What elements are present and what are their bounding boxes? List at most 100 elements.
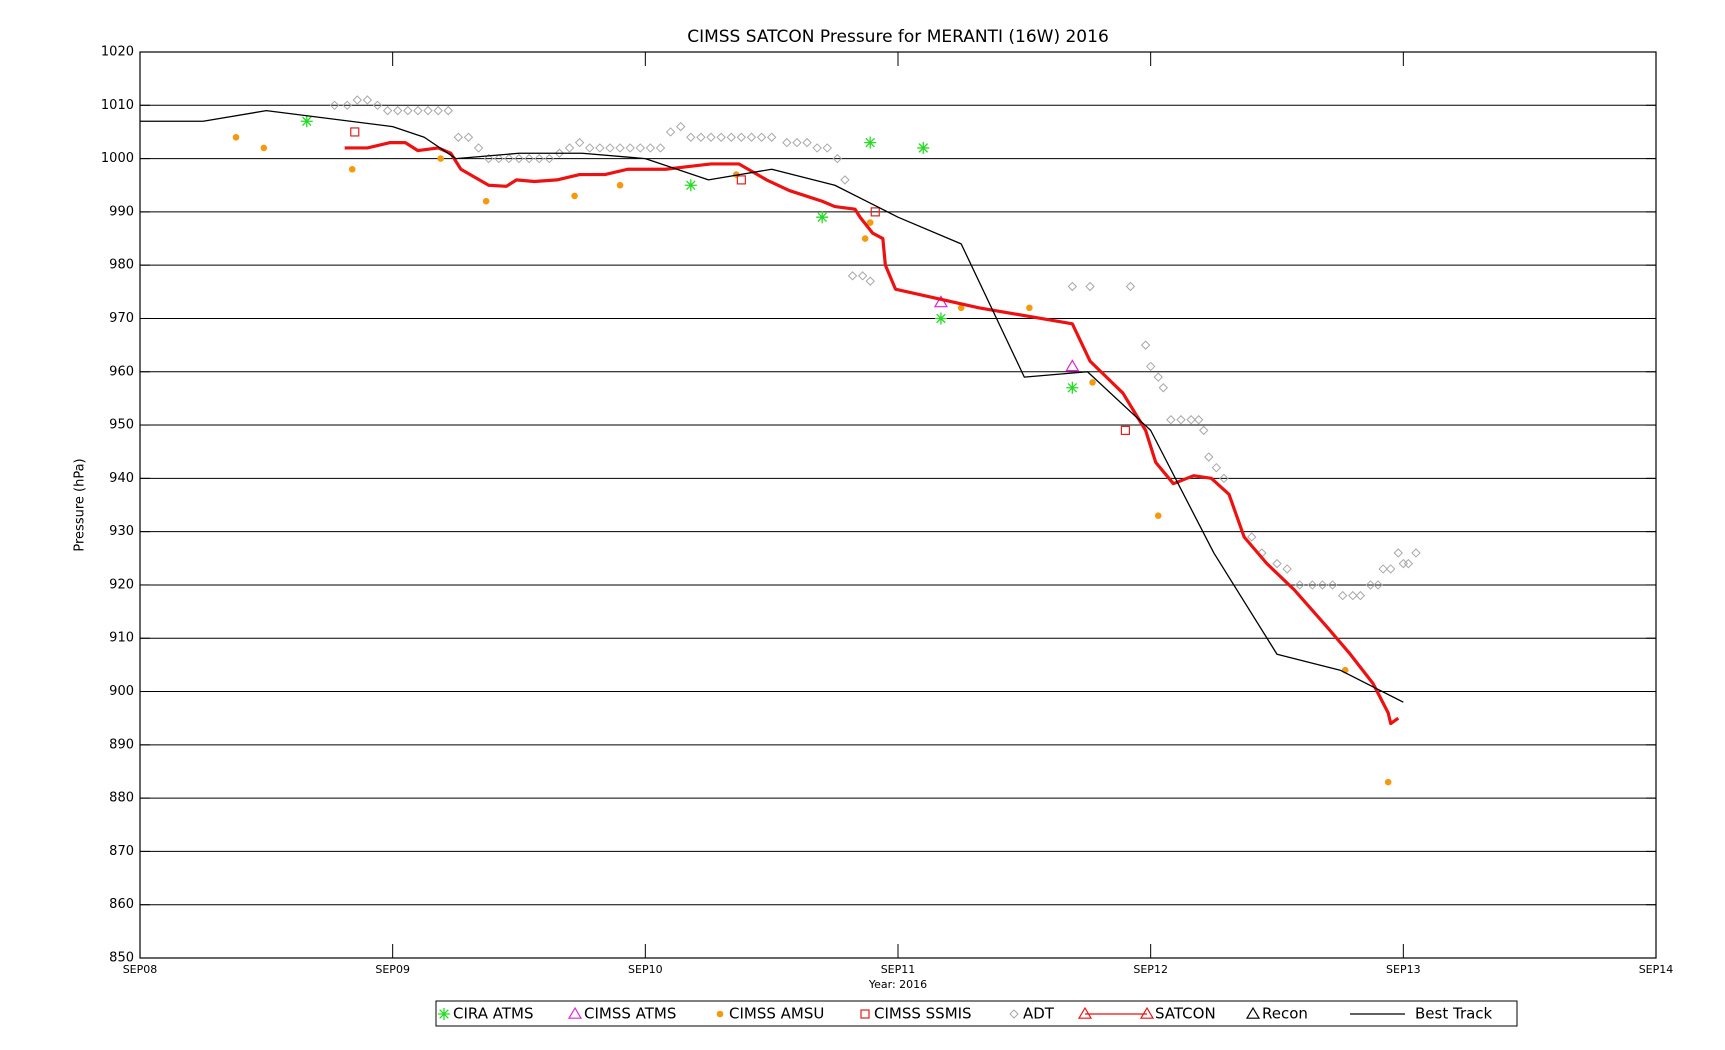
marker [534,153,544,164]
legend-swatch [1009,1009,1019,1019]
legend-label: CIRA ATMS [453,1005,533,1023]
marker [342,100,352,111]
series-line [344,141,1400,726]
marker [1403,558,1414,569]
marker [482,197,490,205]
y-tick-label: 950 [109,418,134,433]
y-tick-label: 1010 [101,98,134,113]
y-tick-label: 1020 [101,45,134,60]
y-tick-label: 860 [109,897,134,912]
marker [756,132,767,142]
marker [433,105,443,116]
marker [1411,548,1421,558]
marker [352,95,363,105]
y-tick-label: 960 [109,364,134,379]
marker [832,153,843,164]
series-line [140,109,1404,703]
marker [766,132,777,142]
legend-label: SATCON [1155,1005,1216,1023]
legend-swatch [1245,1006,1261,1019]
marker [870,207,880,217]
x-tick-label: SEP10 [628,963,663,976]
marker [635,143,645,153]
marker [329,100,340,111]
marker [437,155,444,162]
marker [1348,590,1358,601]
marker [1378,564,1388,574]
x-tick-label: SEP11 [881,963,916,976]
marker [585,143,595,153]
marker [1120,425,1131,435]
marker [494,153,504,164]
y-tick-label: 900 [109,684,134,699]
legend-box [435,1000,1518,1027]
y-tick-label: 850 [109,951,134,966]
marker [443,105,453,116]
marker [1065,359,1080,372]
marker [816,211,829,224]
marker [736,175,746,185]
marker [726,132,736,142]
marker [483,153,494,164]
marker [1176,415,1186,425]
series [344,141,1400,726]
marker [1337,590,1348,601]
series [933,295,1080,372]
marker [1154,512,1162,519]
marker [802,137,812,148]
marker [372,100,383,111]
marker [413,105,423,116]
marker [616,181,624,189]
legend-label: Best Track [1415,1005,1493,1023]
marker [1125,281,1136,292]
marker [504,153,514,164]
marker [1393,548,1403,558]
marker [1365,580,1376,590]
marker [403,105,413,116]
marker [1153,372,1163,382]
marker [840,175,850,185]
marker [716,132,726,142]
marker [684,179,697,192]
marker [812,143,822,153]
marker [696,132,706,142]
marker [864,136,877,149]
series [140,109,1404,703]
marker [1384,778,1392,786]
marker [1158,383,1169,393]
legend-label: CIMSS ATMS [584,1005,676,1023]
marker [665,127,676,137]
y-tick-label: 920 [109,577,134,592]
marker [300,115,313,128]
marker [1026,304,1033,312]
y-tick-label: 890 [109,737,134,752]
marker [865,276,875,286]
y-tick-label: 940 [109,471,134,486]
series [232,133,1392,786]
x-tick-label: SEP14 [1639,963,1674,976]
marker [1219,473,1229,484]
marker [524,153,534,164]
y-tick-label: 880 [109,791,134,806]
marker [453,132,464,142]
marker [595,143,605,153]
marker [1089,379,1096,386]
marker [393,105,403,116]
marker [574,137,585,148]
marker [1295,580,1305,590]
legend-swatch [860,1009,870,1019]
marker [473,143,484,153]
marker [1186,415,1196,425]
marker [260,144,268,152]
series [300,115,1079,394]
chart-title: CIMSS SATCON Pressure for MERANTI (16W) … [687,27,1109,47]
marker [362,95,373,105]
marker [1247,532,1257,542]
marker [350,127,360,137]
plot-frame [139,51,1657,959]
marker [1204,452,1214,462]
marker [655,143,666,153]
marker [675,121,686,132]
marker [605,143,615,153]
